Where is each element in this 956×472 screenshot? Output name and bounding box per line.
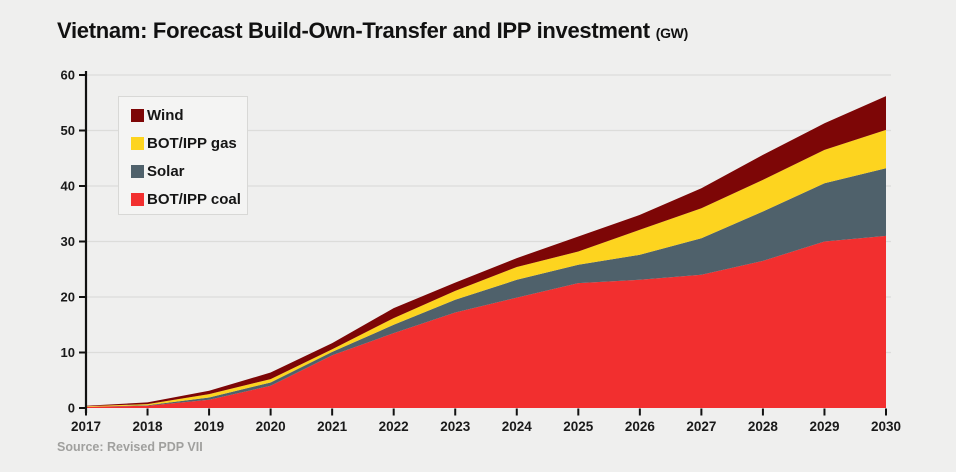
y-tick-label-50: 50 — [61, 123, 75, 138]
x-tick-label-2027: 2027 — [686, 419, 716, 434]
chart-legend: Wind BOT/IPP gas Solar BOT/IPP coal — [118, 96, 248, 215]
y-tick-label-60: 60 — [61, 68, 75, 83]
x-tick-label-2025: 2025 — [563, 419, 594, 434]
source-text: Source: Revised PDP VII — [57, 440, 203, 454]
x-tick-label-2024: 2024 — [502, 419, 533, 434]
x-tick-label-2018: 2018 — [133, 419, 164, 434]
area-bot-ipp-coal — [86, 235, 886, 408]
x-tick-label-2022: 2022 — [379, 419, 409, 434]
chart-title: Vietnam: Forecast Build-Own-Transfer and… — [57, 18, 688, 44]
legend-item-wind: Wind — [131, 107, 247, 124]
legend-label-bot-ipp-gas: BOT/IPP gas — [147, 135, 237, 152]
chart-title-unit: (GW) — [655, 25, 689, 41]
chart-title-text: Vietnam: Forecast Build-Own-Transfer and… — [57, 18, 650, 43]
x-tick-label-2020: 2020 — [256, 419, 286, 434]
legend-label-solar: Solar — [147, 163, 185, 180]
x-tick-label-2026: 2026 — [625, 419, 656, 434]
legend-item-bot-ipp-gas: BOT/IPP gas — [131, 135, 247, 152]
x-tick-label-2021: 2021 — [317, 419, 348, 434]
x-tick-label-2028: 2028 — [748, 419, 779, 434]
gas-swatch-icon — [131, 137, 144, 150]
area-solar — [86, 168, 886, 407]
solar-swatch-icon — [131, 165, 144, 178]
y-tick-label-20: 20 — [61, 290, 75, 305]
coal-swatch-icon — [131, 193, 144, 206]
legend-item-solar: Solar — [131, 163, 247, 180]
y-tick-label-0: 0 — [68, 401, 75, 416]
legend-label-wind: Wind — [147, 107, 184, 124]
x-tick-label-2029: 2029 — [809, 419, 839, 434]
x-tick-label-2030: 2030 — [871, 419, 901, 434]
y-tick-label-40: 40 — [61, 179, 75, 194]
legend-label-bot-ipp-coal: BOT/IPP coal — [147, 191, 241, 208]
y-tick-label-30: 30 — [61, 234, 75, 249]
x-tick-label-2017: 2017 — [71, 419, 101, 434]
x-tick-label-2019: 2019 — [194, 419, 224, 434]
y-tick-label-10: 10 — [61, 345, 75, 360]
x-tick-label-2023: 2023 — [440, 419, 471, 434]
wind-swatch-icon — [131, 109, 144, 122]
legend-item-bot-ipp-coal: BOT/IPP coal — [131, 191, 247, 208]
